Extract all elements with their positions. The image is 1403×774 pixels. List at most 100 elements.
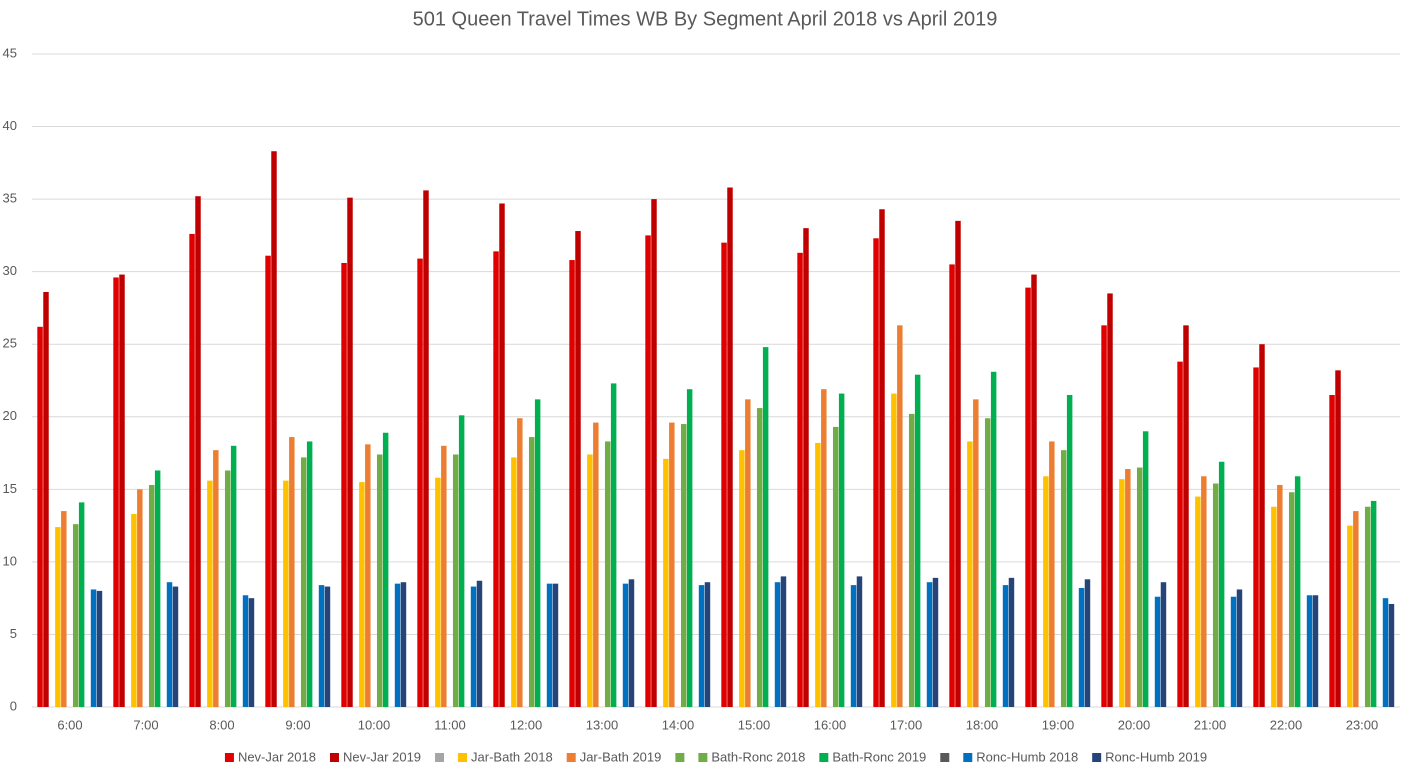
bar [1364, 506, 1371, 707]
bar [762, 347, 769, 707]
bar [575, 231, 581, 707]
bar [166, 582, 173, 707]
legend-label: Bath-Ronc 2018 [711, 749, 805, 764]
bar [1294, 476, 1301, 707]
bar [382, 432, 389, 707]
bar [593, 422, 599, 707]
legend-swatch [1092, 753, 1102, 762]
legend-label: Nev-Jar 2018 [238, 749, 316, 764]
bar [43, 291, 49, 707]
bar [803, 228, 809, 707]
x-tick-label: 18:00 [966, 717, 999, 732]
legend-swatch [566, 753, 576, 762]
bar [628, 579, 635, 707]
bar [1312, 595, 1319, 707]
bar [248, 598, 255, 707]
bar [1230, 596, 1237, 707]
bar [341, 262, 347, 707]
x-tick-label: 21:00 [1194, 717, 1227, 732]
bar [435, 477, 441, 707]
bar [1347, 525, 1353, 707]
bar [604, 441, 611, 707]
bar [365, 444, 371, 707]
bar [213, 450, 219, 707]
bar [476, 580, 483, 707]
bar [137, 489, 143, 707]
bar [1236, 589, 1243, 707]
bar [265, 255, 271, 707]
bar [1259, 344, 1265, 707]
legend-swatch [819, 753, 829, 762]
bar [1201, 476, 1207, 707]
bar [470, 586, 477, 707]
bar [704, 582, 711, 707]
x-tick-label: 15:00 [738, 717, 771, 732]
bar [651, 199, 657, 707]
y-tick-label: 35 [3, 191, 17, 206]
bar [1078, 588, 1085, 707]
y-tick-label: 30 [3, 263, 17, 278]
bar [148, 484, 155, 707]
bar [376, 454, 383, 707]
bar [511, 457, 517, 707]
y-tick-label: 40 [3, 118, 17, 133]
bar [932, 577, 939, 707]
bar [423, 190, 429, 708]
bar [622, 583, 629, 707]
legend-swatch [675, 753, 685, 762]
bar [680, 424, 687, 707]
bar [1271, 506, 1277, 707]
bar [1066, 395, 1073, 707]
bar [300, 457, 307, 707]
x-tick-label: 8:00 [209, 717, 234, 732]
legend-swatch [940, 753, 950, 762]
bar [832, 426, 839, 707]
bar [1031, 274, 1037, 707]
bar [1008, 577, 1015, 707]
x-tick-label: 17:00 [890, 717, 923, 732]
bar [552, 583, 559, 707]
bar [230, 445, 237, 707]
bar [645, 235, 651, 707]
y-tick-label: 45 [3, 45, 17, 60]
bar [955, 220, 961, 707]
bar [984, 418, 991, 707]
bar [1183, 325, 1189, 707]
bar [1177, 361, 1183, 707]
bar [897, 325, 903, 707]
bar [306, 441, 313, 707]
bar [587, 454, 593, 707]
bar [289, 437, 295, 707]
legend-swatch [435, 753, 445, 762]
bar [1195, 496, 1201, 707]
bar [61, 511, 67, 707]
legend-label: Jar-Bath 2018 [471, 749, 553, 764]
chart-title: 501 Queen Travel Times WB By Segment Apr… [413, 8, 998, 30]
bar [838, 393, 845, 707]
bar [1253, 367, 1259, 707]
bar [417, 258, 423, 707]
bar [394, 583, 401, 707]
bar [745, 399, 751, 707]
bar [400, 582, 407, 707]
y-tick-label: 0 [10, 698, 17, 713]
bar [517, 418, 523, 707]
x-tick-label: 23:00 [1346, 717, 1379, 732]
bar [493, 251, 499, 707]
bar [821, 389, 827, 707]
x-tick-label: 13:00 [586, 717, 619, 732]
bar [78, 502, 85, 707]
bar [113, 277, 119, 707]
bar [1025, 287, 1031, 707]
bar [131, 514, 137, 707]
bar [546, 583, 553, 707]
bar [242, 595, 249, 707]
bar [195, 196, 201, 707]
bar [926, 582, 933, 707]
bar [55, 527, 61, 707]
bar [1382, 598, 1389, 707]
y-tick-label: 5 [10, 626, 17, 641]
bar [534, 399, 541, 707]
bar [1107, 293, 1113, 707]
